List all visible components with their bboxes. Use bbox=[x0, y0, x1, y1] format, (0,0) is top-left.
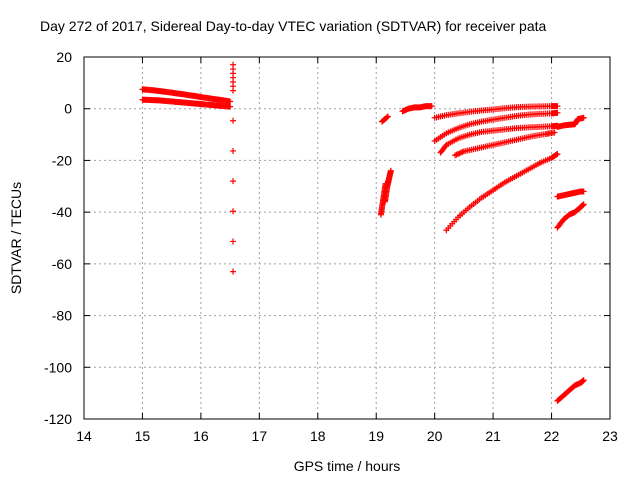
data-point bbox=[230, 208, 237, 215]
y-axis-label: SDTVAR / TECUs bbox=[8, 182, 24, 294]
data-points bbox=[139, 61, 587, 404]
data-point bbox=[453, 136, 460, 143]
y-tick-label: -20 bbox=[52, 152, 72, 168]
series-arc-20-mid bbox=[431, 109, 561, 145]
data-point bbox=[523, 167, 530, 174]
x-tick-label: 17 bbox=[252, 428, 268, 444]
data-point bbox=[580, 201, 587, 208]
data-point bbox=[230, 238, 237, 245]
series-arc-15-lower bbox=[139, 96, 234, 110]
series-outliers-16.6 bbox=[230, 61, 237, 275]
x-tick-label: 15 bbox=[135, 428, 151, 444]
data-point bbox=[529, 133, 536, 140]
data-point bbox=[226, 98, 233, 105]
grid-layer bbox=[84, 57, 610, 419]
data-point bbox=[558, 219, 565, 226]
data-point bbox=[464, 132, 471, 139]
series-arc-22.2-bottom bbox=[554, 377, 587, 404]
data-point bbox=[553, 103, 560, 110]
series-arc-22.2-short bbox=[554, 114, 587, 130]
data-point bbox=[517, 135, 524, 142]
y-tick-label: -80 bbox=[52, 308, 72, 324]
x-tick-label: 22 bbox=[544, 428, 560, 444]
data-point bbox=[383, 114, 390, 121]
y-tick-label: -120 bbox=[44, 411, 72, 427]
data-point bbox=[580, 377, 587, 384]
data-point bbox=[494, 141, 501, 148]
data-point bbox=[553, 151, 560, 158]
data-point bbox=[453, 216, 460, 223]
data-point bbox=[505, 138, 512, 145]
data-point bbox=[453, 125, 460, 132]
data-point bbox=[464, 205, 471, 212]
plot-frame bbox=[83, 56, 611, 420]
data-point bbox=[464, 121, 471, 128]
data-point bbox=[470, 146, 477, 153]
data-point bbox=[488, 116, 495, 123]
series-arc-19.5 bbox=[399, 103, 435, 115]
series-arc-22.1-b bbox=[554, 201, 587, 231]
data-point bbox=[579, 114, 586, 121]
axis-ticks: 14 15 16 17 18 19 20 21 22 23 -120 -100 -80 -60 -40 -20… bbox=[44, 49, 618, 444]
data-point bbox=[553, 109, 560, 116]
data-point bbox=[580, 188, 587, 195]
y-tick-label: 0 bbox=[64, 101, 72, 117]
x-tick-label: 23 bbox=[602, 428, 618, 444]
data-point bbox=[476, 196, 483, 203]
data-point bbox=[230, 268, 237, 275]
y-tick-label: 20 bbox=[56, 49, 72, 65]
y-tick-label: -60 bbox=[52, 256, 72, 272]
series-arc-20-top bbox=[431, 103, 561, 121]
data-point bbox=[230, 147, 237, 154]
series-arc-15-upper bbox=[139, 86, 234, 105]
data-point bbox=[441, 144, 448, 151]
x-tick-label: 20 bbox=[427, 428, 443, 444]
series-arc-20.3-lower bbox=[452, 129, 558, 159]
data-point bbox=[511, 174, 518, 181]
data-point bbox=[552, 152, 559, 159]
data-point bbox=[441, 112, 448, 119]
y-tick-label: -40 bbox=[52, 204, 72, 220]
data-point bbox=[482, 143, 489, 150]
series-arc-20.2-steep bbox=[443, 150, 561, 234]
data-point bbox=[499, 180, 506, 187]
series-arc-22.1-a bbox=[554, 188, 587, 200]
x-tick-label: 16 bbox=[193, 428, 209, 444]
data-point bbox=[441, 131, 448, 138]
data-point bbox=[230, 178, 237, 185]
data-point bbox=[382, 115, 389, 122]
series-arc-19.1-b bbox=[381, 167, 394, 205]
data-point bbox=[226, 103, 233, 110]
data-point bbox=[427, 103, 434, 110]
x-tick-label: 14 bbox=[76, 428, 92, 444]
data-point bbox=[499, 115, 506, 122]
data-point bbox=[534, 161, 541, 168]
data-point bbox=[488, 188, 495, 195]
data-point bbox=[230, 117, 237, 124]
data-point bbox=[476, 129, 483, 136]
data-point bbox=[387, 168, 394, 175]
data-point bbox=[476, 119, 483, 126]
x-tick-label: 21 bbox=[485, 428, 501, 444]
data-point bbox=[550, 129, 557, 136]
data-point bbox=[459, 149, 466, 156]
data-point bbox=[230, 83, 237, 90]
x-tick-label: 18 bbox=[310, 428, 326, 444]
series-arc-19.15-small bbox=[379, 113, 391, 125]
x-axis-label: GPS time / hours bbox=[294, 458, 401, 474]
x-tick-label: 19 bbox=[368, 428, 384, 444]
y-tick-label: -100 bbox=[44, 359, 72, 375]
chart-title: Day 272 of 2017, Sidereal Day-to-day VTE… bbox=[40, 18, 547, 34]
